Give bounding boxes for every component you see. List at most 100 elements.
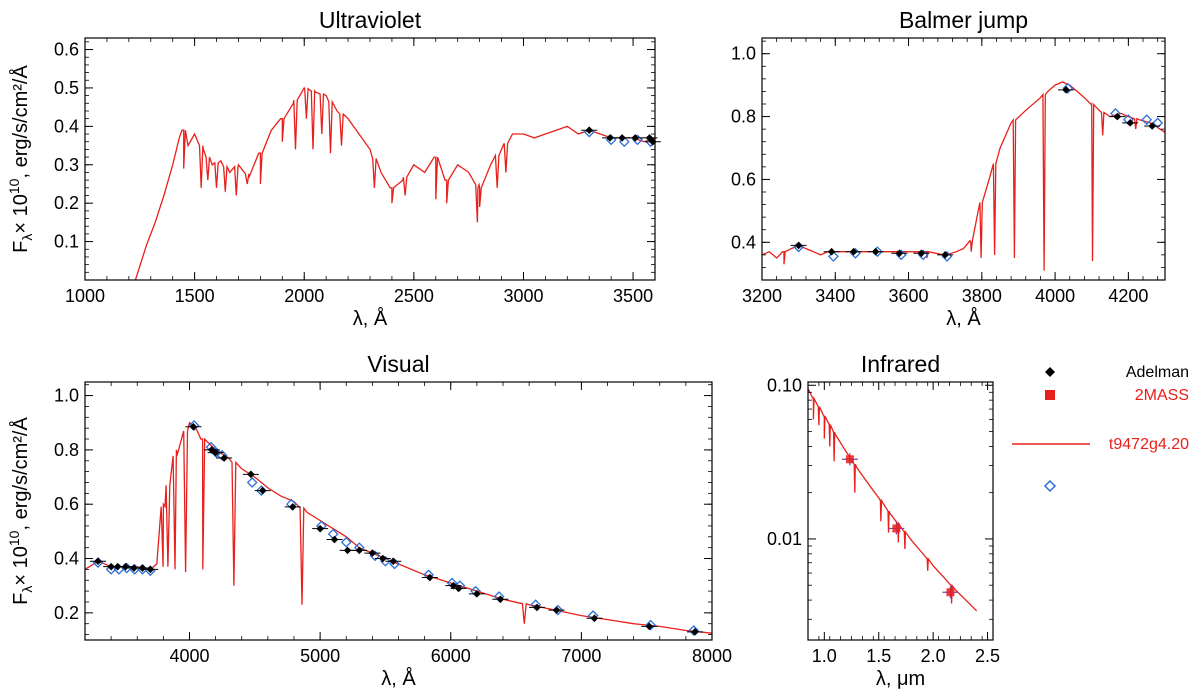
infrared-model-spectrum (808, 388, 978, 612)
adelman-point (645, 622, 654, 631)
adelman-point (316, 524, 324, 533)
infrared-panel: Infrared 1.0 1.5 2.0 2.5 0.01 0.10 λ, μm (767, 351, 1000, 690)
adelman-point (454, 584, 463, 593)
adelman-point (368, 549, 377, 557)
synthetic-point (1062, 82, 1074, 94)
adelman-point (895, 249, 904, 258)
y-tick-label: 0.1 (54, 232, 79, 252)
adelman-point (1126, 119, 1134, 127)
x-tick-label: 3200 (742, 286, 782, 306)
adelman-point (585, 126, 594, 134)
infrared-title: Infrared (861, 351, 940, 377)
balmer-panel: Balmer jump 3200 3400 3600 3800 4000 4200 0.4 0.… (731, 7, 1166, 330)
legend: Adelman 2MASS t9472g4.20 (1012, 364, 1189, 493)
adelman-point (189, 423, 198, 431)
x-tick-label: 1500 (175, 286, 215, 306)
adelman-point (379, 554, 387, 563)
synthetic-point (105, 563, 117, 575)
x-tick-label: 6000 (431, 646, 471, 666)
adelman-point (496, 595, 505, 604)
synthetic-point (1152, 117, 1164, 129)
synthetic-point (828, 251, 839, 262)
adelman-point (426, 573, 434, 582)
y-tick-label: 1.0 (54, 386, 79, 406)
x-tick-label: 2000 (284, 286, 324, 306)
adelman-point (473, 590, 481, 598)
adelman-point (1113, 112, 1122, 121)
x-tick-label: 3500 (613, 286, 653, 306)
adelman-point (827, 247, 836, 256)
2mass-point (892, 524, 901, 533)
x-tick-label: 1.0 (812, 646, 837, 666)
x-tick-label: 8000 (692, 646, 732, 666)
infrared-frame (807, 381, 994, 641)
y-tick-label: 0.2 (54, 193, 79, 213)
adelman-point (849, 247, 858, 256)
adelman-point (207, 446, 216, 454)
y-tick-label: 0.6 (54, 494, 79, 514)
adelman-point (449, 581, 458, 590)
adelman-point (941, 251, 949, 259)
balmer-frame (761, 37, 1166, 281)
adelman-point (917, 249, 926, 258)
uv-model-spectrum (134, 86, 655, 280)
adelman-point (343, 546, 352, 555)
legend-label: 2MASS (1135, 387, 1189, 404)
x-axis-label: λ, μm (876, 668, 925, 690)
x-axis-label: λ, Å (381, 667, 416, 690)
synthetic-point (645, 619, 657, 631)
adelman-point (138, 564, 147, 572)
adelman-point (130, 564, 138, 572)
y-tick-label: 0.4 (54, 116, 79, 136)
legend-label: Adelman (1126, 364, 1189, 381)
legend-label: t9472g4.20 (1109, 436, 1189, 453)
y-tick-label: 0.10 (767, 375, 802, 395)
x-tick-label: 2.5 (975, 646, 1000, 666)
x-tick-label: 3600 (889, 286, 929, 306)
synthetic-point (246, 477, 258, 488)
x-tick-label: 1.5 (866, 646, 891, 666)
synthetic-point (340, 536, 352, 548)
adelman-point (794, 241, 803, 250)
y-tick-label: 0.4 (54, 549, 79, 569)
y-tick-label: 0.3 (54, 155, 79, 175)
y-axis-label: Fλ× 1010, erg/s/cm²/Å (6, 417, 35, 605)
x-tick-label: 3000 (503, 286, 543, 306)
x-tick-label: 3400 (815, 286, 855, 306)
y-tick-label: 0.4 (731, 232, 756, 252)
visual-frame (84, 381, 713, 641)
y-tick-label: 0.8 (731, 107, 756, 127)
x-tick-label: 2500 (394, 286, 434, 306)
adelman-point (121, 562, 130, 571)
y-tick-label: 0.5 (54, 78, 79, 98)
x-tick-label: 5000 (300, 646, 340, 666)
legend-adelman-marker (1045, 367, 1055, 377)
adelman-point (258, 486, 267, 495)
balmer-title: Balmer jump (899, 7, 1028, 33)
uv-frame (84, 37, 656, 281)
x-tick-label: 3800 (962, 286, 1002, 306)
x-tick-label: 7000 (561, 646, 601, 666)
adelman-point (533, 603, 541, 612)
adelman-point (94, 557, 102, 566)
adelman-point (606, 134, 614, 142)
adelman-point (1062, 86, 1070, 94)
adelman-point (288, 503, 297, 511)
x-tick-label: 4200 (1108, 286, 1148, 306)
adelman-point (1148, 122, 1156, 130)
balmer-model-spectrum (762, 81, 1165, 271)
2mass-point (845, 455, 854, 464)
visual-panel: Visual 4000 5000 6000 7000 8000 0.2 0.4 0.6 0.8 1.… (6, 351, 732, 690)
y-tick-label: 0.8 (54, 440, 79, 460)
adelman-point (691, 628, 699, 636)
synthetic-point (1141, 114, 1153, 126)
legend-synthetic-marker (1043, 479, 1057, 493)
synthetic-point (688, 625, 700, 636)
x-tick-label: 4000 (169, 646, 209, 666)
adelman-point (618, 134, 626, 142)
x-tick-label: 1000 (65, 286, 105, 306)
adelman-point (330, 535, 339, 544)
x-tick-label: 4000 (1035, 286, 1075, 306)
uv-title: Ultraviolet (319, 7, 422, 33)
